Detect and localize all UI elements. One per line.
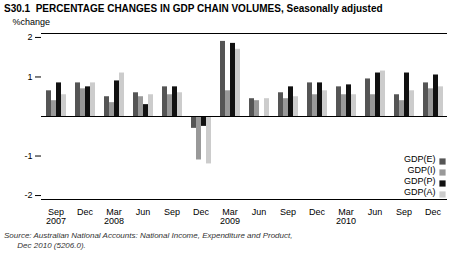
svg-text:2: 2 (27, 32, 32, 42)
svg-text:Mar2009: Mar2009 (220, 207, 240, 226)
svg-text:Sep: Sep (280, 207, 296, 217)
svg-text:Jun: Jun (368, 207, 383, 217)
svg-text:Dec: Dec (309, 207, 326, 217)
svg-text:Jun: Jun (136, 207, 151, 217)
html-text:S30.1 PERCENTAGE CHANGES IN GD: S30.1 PERCENTAGE CHANGES IN GDP CHAIN VO… (4, 3, 383, 14)
svg-text:1: 1 (27, 72, 32, 82)
svg-text:GDP(I): GDP(I) (408, 165, 436, 175)
svg-text:GDP(A): GDP(A) (404, 187, 436, 197)
svg-text:Sep2007: Sep2007 (46, 207, 66, 226)
svg-text:Mar2010: Mar2010 (336, 207, 356, 226)
svg-text:-1: -1 (24, 151, 32, 161)
svg-text:Sep: Sep (396, 207, 412, 217)
svg-text:GDP(P): GDP(P) (404, 176, 436, 186)
svg-text:Dec: Dec (77, 207, 94, 217)
svg-text:Jun: Jun (252, 207, 267, 217)
svg-text:Sep: Sep (164, 207, 180, 217)
html-text:Source: Australian National Ac: Source: Australian National Accounts: Na… (4, 231, 293, 250)
svg-text:GDP(E): GDP(E) (404, 154, 436, 164)
svg-text:Dec: Dec (193, 207, 210, 217)
svg-text:-2: -2 (24, 190, 32, 200)
svg-text:Dec: Dec (425, 207, 442, 217)
svg-text:Mar2008: Mar2008 (104, 207, 124, 226)
svg-text:%change: %change (13, 17, 51, 27)
